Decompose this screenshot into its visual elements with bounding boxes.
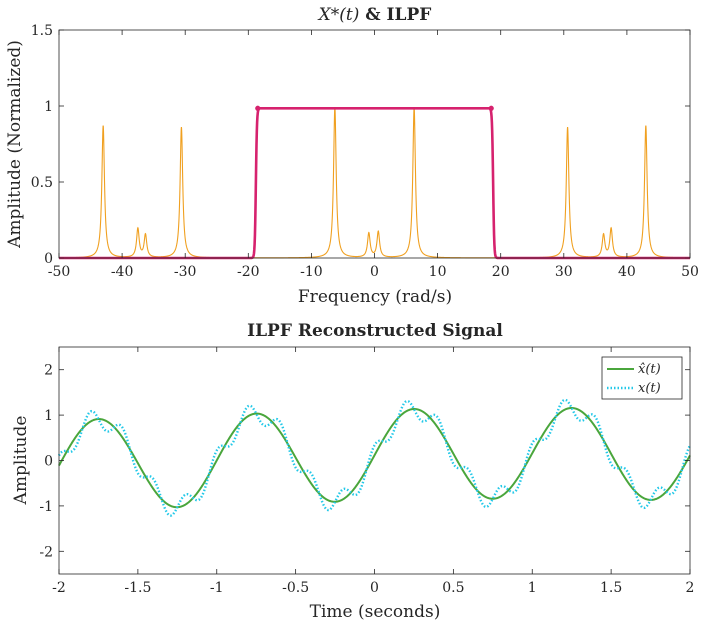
spectrum-ytick-label: 1.5 [31, 23, 53, 39]
legend-label-xhat: x̂(t) [638, 362, 661, 377]
spectrum-title: X*(t) & ILPF [317, 5, 432, 25]
signal-xtick-label: -2 [52, 580, 66, 596]
legend-box [601, 356, 683, 400]
spectrum-axes: X*(t) & ILPF -50 -40 -30 -20 -10 0 10 20 30 40 500… [5, 5, 699, 307]
spectrum-xtick-label: 0 [370, 264, 379, 280]
series-x-line [57, 398, 692, 517]
signal-xtick-label: 0.5 [442, 580, 464, 596]
spectrum-xtick-label: -40 [111, 264, 134, 280]
signal-xtick-label: 0 [370, 580, 379, 596]
signal-xtick-label: 1 [528, 580, 537, 596]
signal-xtick-label: -1 [210, 580, 224, 596]
signal-ytick-label: 0 [44, 454, 53, 470]
spectrum-ticks: -50 -40 -30 -20 -10 0 10 20 30 40 50 0 0.5 1 1.5 [31, 23, 699, 280]
ilpf-corner-right [488, 105, 494, 111]
signal-ytick-label: 2 [44, 363, 53, 379]
spectrum-xtick-label: -20 [237, 264, 260, 280]
spectrum-xtick-label: 20 [492, 264, 510, 280]
signal-xlabel: Time (seconds) [310, 602, 441, 622]
spectrum-ytick-label: 1 [44, 99, 53, 115]
signal-xtick-label: 2 [686, 580, 695, 596]
spectrum-xtick-label: -50 [48, 264, 71, 280]
spectrum-xtick-label: -30 [174, 264, 197, 280]
legend-label-x: x(t) [638, 381, 661, 396]
spectrum-xtick-label: 10 [429, 264, 447, 280]
signal-xtick-label: -0.5 [282, 580, 309, 596]
spectrum-xlabel: Frequency (rad/s) [298, 287, 452, 307]
signal-legend: x̂(t) x(t) [601, 356, 683, 400]
spectrum-ytick-label: 0.5 [31, 175, 53, 191]
signal-series [57, 398, 692, 517]
signal-xtick-label: 1.5 [600, 580, 622, 596]
spectrum-xtick-label: 40 [618, 264, 636, 280]
ilpf-corner-left [255, 105, 261, 111]
signal-xtick-label: -1.5 [124, 580, 151, 596]
spectrum-xtick-label: 50 [681, 264, 699, 280]
signal-ytick-label: 1 [44, 408, 53, 424]
spectrum-ytick-label: 0 [44, 251, 53, 267]
spectrum-ylabel: Amplitude (Normalized) [5, 40, 25, 249]
spectrum-line [59, 107, 690, 259]
spectrum-xtick-label: 30 [555, 264, 573, 280]
signal-axes: ILPF Reconstructed Signal -2 -1.5 -1 -0.5 0 0… [11, 321, 694, 622]
signal-ytick-label: -2 [39, 544, 53, 560]
signal-ylabel: Amplitude [11, 416, 31, 506]
signal-ytick-label: -1 [39, 499, 53, 515]
series-xhat-line [58, 407, 691, 509]
signal-title: ILPF Reconstructed Signal [247, 321, 503, 341]
spectrum-xtick-label: -10 [300, 264, 323, 280]
signal-ticks: -2 -1.5 -1 -0.5 0 0.5 1 1.5 2 -2 -1 0 1 2 [39, 347, 694, 596]
